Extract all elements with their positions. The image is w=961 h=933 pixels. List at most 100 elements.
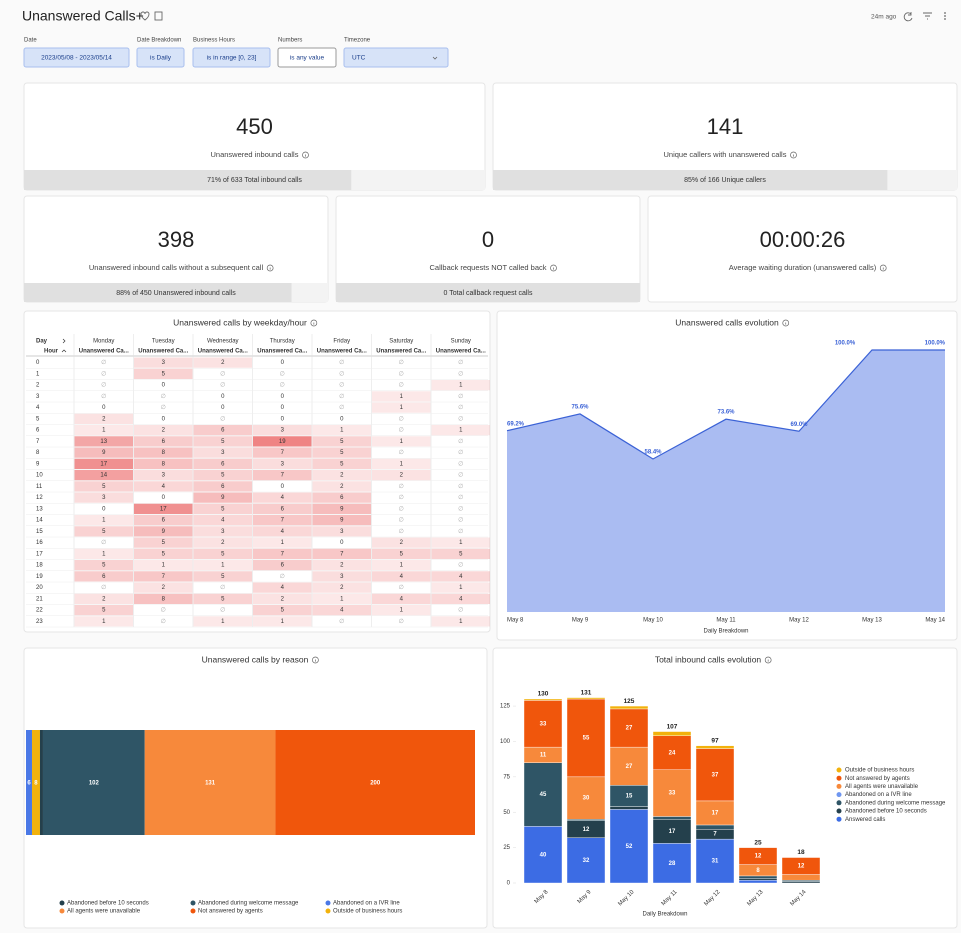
cell-value: 1	[400, 461, 404, 467]
heat-cell	[312, 515, 371, 526]
cell-value: 2	[221, 360, 225, 366]
heat-cell	[134, 571, 193, 582]
cell-value: 6	[221, 484, 225, 490]
heat-cell	[134, 503, 193, 514]
heat-cell	[372, 458, 431, 469]
cell-value: 2	[102, 416, 106, 422]
chart-title: Total inbound calls evolution	[655, 654, 762, 664]
segment-label: 17	[669, 829, 676, 835]
empty-cell: ∅	[458, 528, 463, 535]
legend-label: Abandoned during welcome message	[198, 901, 299, 907]
filter-icon[interactable]	[923, 12, 932, 20]
heat-cell	[74, 593, 133, 604]
heat-cell	[312, 436, 371, 447]
heat-cell	[372, 402, 431, 413]
menu-icon[interactable]	[944, 12, 946, 20]
measure-header: Unanswered Ca...	[79, 349, 129, 355]
cell-value: 2	[281, 596, 285, 602]
refresh-icon[interactable]	[903, 12, 913, 22]
filter-box[interactable]	[23, 47, 130, 68]
cell-value: 5	[281, 608, 285, 614]
bar-segment	[695, 748, 735, 802]
cell-value: 5	[162, 551, 166, 557]
x-tick-label: May 11	[716, 618, 736, 624]
bar-segment	[566, 776, 606, 820]
filter-box[interactable]	[343, 47, 449, 68]
hour-label: 2	[36, 383, 40, 389]
heat-cell	[74, 413, 133, 424]
empty-cell: ∅	[339, 370, 344, 377]
heat-cell	[372, 571, 431, 582]
bar-segment	[738, 878, 778, 881]
segment-label: 31	[712, 859, 719, 865]
empty-cell: ∅	[161, 618, 166, 625]
filter-box[interactable]	[277, 47, 337, 68]
bar-segment	[144, 730, 276, 835]
empty-cell: ∅	[399, 618, 404, 625]
segment-label: 40	[540, 852, 547, 858]
empty-cell: ∅	[101, 382, 106, 389]
day-header: Friday	[333, 339, 350, 345]
legend-label: Outside of business hours	[333, 909, 402, 915]
value-label: 73.6%	[717, 410, 735, 416]
heat-cell	[74, 515, 133, 526]
cell-value: 5	[221, 574, 225, 580]
cell-value: 0	[221, 405, 225, 411]
hour-label: 16	[36, 540, 43, 546]
bar-value-label: 131	[205, 781, 216, 787]
cell-value: 5	[162, 371, 166, 377]
bar-segment	[609, 809, 649, 884]
legend-label: Abandoned on a IVR line	[845, 792, 912, 798]
empty-cell: ∅	[399, 370, 404, 377]
hour-label: 9	[36, 461, 40, 467]
empty-cell: ∅	[399, 382, 404, 389]
cell-value: 2	[162, 585, 166, 591]
cell-value: 1	[400, 405, 404, 411]
bar-segment	[523, 762, 563, 827]
segment-label: 7	[713, 832, 717, 838]
empty-cell: ∅	[220, 584, 225, 591]
cell-value: 3	[340, 574, 344, 580]
favorite-icon[interactable]	[140, 11, 150, 21]
legend-swatch	[836, 816, 842, 822]
cell-value: 0	[102, 405, 106, 411]
total-label: 130	[538, 691, 549, 698]
heat-cell	[134, 582, 193, 593]
heat-cell	[74, 605, 133, 616]
empty-cell: ∅	[280, 370, 285, 377]
day-header: Thursday	[270, 339, 295, 345]
cell-value: 4	[281, 585, 285, 591]
cell-value: 5	[221, 596, 225, 602]
filter-box[interactable]	[192, 47, 271, 68]
heat-cell	[312, 548, 371, 559]
cell-value: 3	[162, 473, 166, 479]
heat-cell	[74, 571, 133, 582]
empty-cell: ∅	[399, 494, 404, 501]
hour-label: 7	[36, 439, 40, 445]
y-tick-label: 75	[503, 774, 510, 780]
bar-segment	[695, 824, 735, 830]
bar-segment	[652, 843, 692, 884]
segment-label: 45	[540, 792, 547, 798]
cell-value: 0	[102, 506, 106, 512]
filter-value: is in range [0, 23]	[207, 55, 257, 62]
panel	[23, 310, 491, 633]
empty-cell: ∅	[399, 517, 404, 524]
copy-icon[interactable]	[154, 11, 163, 21]
cell-value: 3	[281, 461, 285, 467]
bar-segment	[652, 769, 692, 817]
info-icon	[312, 656, 319, 664]
kpi-progress	[24, 170, 352, 190]
heat-cell	[74, 492, 133, 503]
heat-cell	[193, 357, 252, 368]
cell-value: 4	[400, 574, 404, 580]
info-icon	[790, 151, 797, 159]
heat-cell	[74, 470, 133, 481]
filter-box[interactable]	[136, 47, 185, 68]
value-label: 100.0%	[835, 341, 856, 347]
filter-value: is any value	[290, 55, 325, 62]
bar-segment	[738, 879, 778, 884]
empty-cell: ∅	[399, 528, 404, 535]
heat-cell	[312, 526, 371, 537]
cell-value: 7	[281, 518, 285, 524]
